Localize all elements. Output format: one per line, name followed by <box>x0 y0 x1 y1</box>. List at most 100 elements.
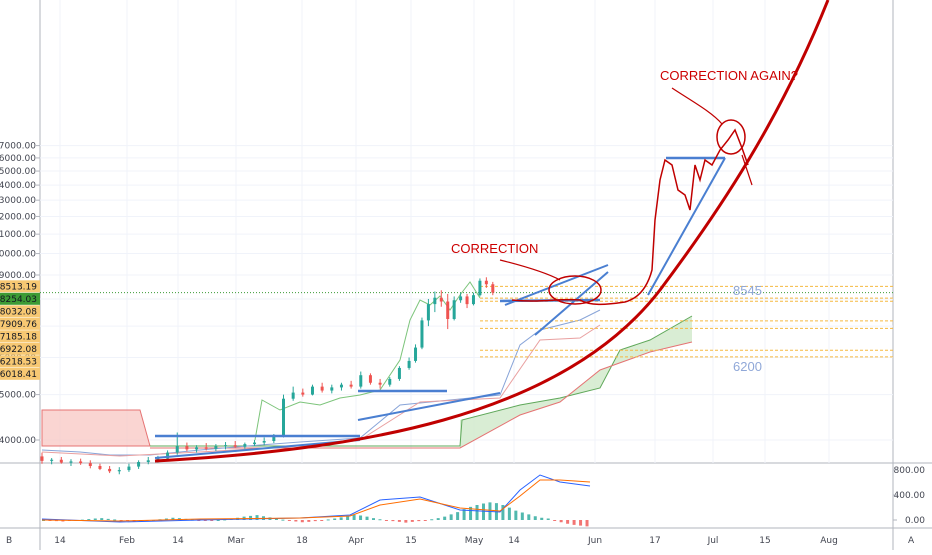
price-tick-label: 5000.00 <box>0 391 36 401</box>
candle-body <box>175 446 179 453</box>
candle-body <box>233 445 237 447</box>
macd-hist-bar <box>566 520 570 524</box>
macd-hist-bar <box>326 519 330 521</box>
macd-pane: 0.00 400.00 800.00 <box>41 466 926 527</box>
candle-body <box>262 441 266 443</box>
candle-body <box>491 284 495 293</box>
time-tick-label: 14 <box>508 536 520 546</box>
macd-hist-bar <box>391 520 395 522</box>
candle-body <box>137 462 141 467</box>
macd-hist-bar <box>281 519 285 521</box>
time-tick-label: Jun <box>587 536 602 546</box>
macd-line <box>41 474 591 523</box>
price-tag-label: 8032.08 <box>0 307 37 317</box>
candle-body <box>291 392 295 399</box>
price-tag-label: 8254.03 <box>0 295 37 305</box>
macd-hist-bar <box>482 503 485 520</box>
macd-tick-label: 800.00 <box>894 466 926 476</box>
senkou-a <box>150 315 693 447</box>
candle-body <box>185 446 189 450</box>
price-tags: 8513.19 8254.03 8032.08 7909.76 7185.18 6922.… <box>0 280 40 380</box>
candle-body <box>117 470 121 472</box>
macd-hist-bar <box>287 520 291 521</box>
candle-body <box>433 297 437 305</box>
macd-hist-bar <box>113 519 117 521</box>
candle-body <box>195 447 199 450</box>
macd-hist-bar <box>501 505 505 520</box>
macd-hist-bar <box>443 516 447 520</box>
candle-body <box>282 398 285 436</box>
candle-body <box>378 382 382 385</box>
candle-body <box>407 360 411 368</box>
macd-hist-bar <box>93 518 97 520</box>
candle-body <box>243 444 247 447</box>
candle-body <box>204 447 208 449</box>
annotation-arrow <box>741 154 753 186</box>
macd-hist-bar <box>527 514 531 520</box>
macd-hist-bar <box>339 517 343 520</box>
candle-body <box>320 386 324 391</box>
candle-body <box>59 459 63 463</box>
price-tick-label: 10000.00 <box>0 250 36 260</box>
candle-body <box>69 461 73 463</box>
time-tick-label: Mar <box>228 536 245 546</box>
macd-hist-bar <box>572 520 576 525</box>
macd-hist-bar <box>404 520 408 523</box>
macd-hist-bar <box>475 505 479 520</box>
macd-hist-bar <box>449 514 453 520</box>
corner-a-label[interactable]: A <box>908 536 915 546</box>
price-tag <box>0 292 40 305</box>
macd-hist-bar <box>469 506 473 520</box>
price-tick-label: 16000.00 <box>0 154 36 164</box>
annotation-arrow <box>499 259 561 281</box>
correction-circle <box>548 275 602 305</box>
macd-hist-bar <box>365 516 369 520</box>
macd-hist-bar <box>553 520 557 521</box>
cloud-red-area <box>42 410 150 446</box>
macd-hist-bar <box>313 520 317 522</box>
level-label-8545: 8545 <box>733 283 762 298</box>
price-tick-label: 4000.00 <box>0 436 36 446</box>
macd-hist-bar <box>300 520 304 523</box>
price-tag <box>0 355 40 368</box>
candle-body <box>478 280 482 296</box>
macd-hist-bar <box>423 520 427 521</box>
price-tick-label: 11000.00 <box>0 230 36 240</box>
macd-hist-bar <box>546 518 550 520</box>
macd-hist-bar <box>216 520 220 521</box>
time-tick-label: 14 <box>172 536 184 546</box>
trendline <box>357 392 501 421</box>
candle-body <box>301 392 305 395</box>
trendline <box>154 439 361 459</box>
time-tick-label: 14 <box>54 536 66 546</box>
candle-body <box>108 468 112 472</box>
macd-hist-bar <box>417 520 421 522</box>
macd-tick-label: 0.00 <box>905 516 925 526</box>
candle-body <box>388 378 392 385</box>
candle-body <box>253 442 257 445</box>
macd-hist-bar <box>203 520 207 521</box>
price-tick-label: 9000.00 <box>0 271 36 281</box>
price-tick-label: 15000.00 <box>0 167 36 177</box>
macd-hist-bar <box>559 520 563 523</box>
macd-hist-bar <box>346 516 350 520</box>
macd-hist-bar <box>210 520 214 521</box>
time-tick-label: Apr <box>348 536 364 546</box>
macd-hist-bar <box>430 519 434 521</box>
time-tick-label: 17 <box>649 536 660 546</box>
price-tag <box>0 305 40 318</box>
macd-hist-bar <box>87 519 91 521</box>
macd-hist-bar <box>384 520 388 521</box>
macd-hist-bar <box>171 517 175 520</box>
time-tick-label: May <box>465 536 484 546</box>
candle-body <box>214 446 218 449</box>
drawings <box>154 0 830 463</box>
ichimoku-cloud <box>41 315 693 449</box>
candle-body <box>127 466 131 471</box>
candle-body <box>452 300 456 319</box>
macd-hist-bar <box>579 520 583 526</box>
corner-b-label[interactable]: B <box>6 536 13 546</box>
macd-hist-bar <box>436 518 440 520</box>
time-tick-label: Aug <box>820 536 838 546</box>
cloud-green-area <box>460 316 692 448</box>
